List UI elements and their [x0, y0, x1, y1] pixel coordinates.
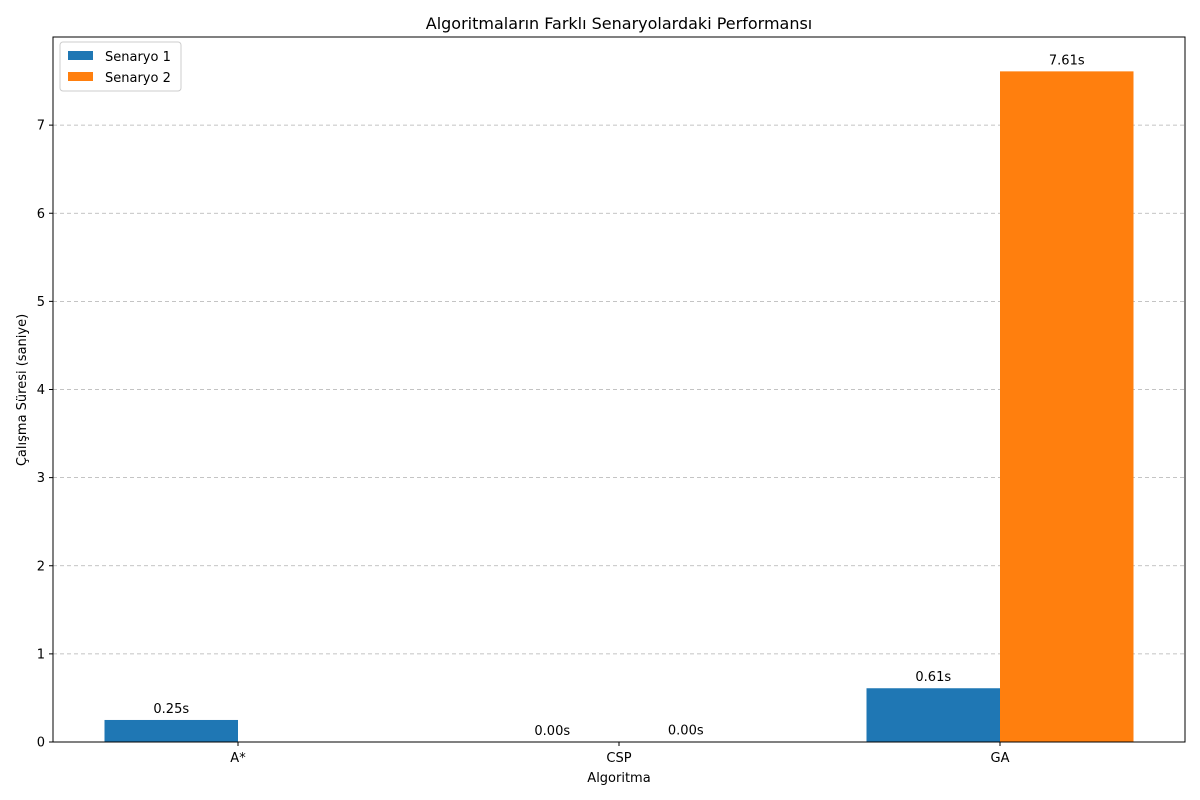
y-tick-label: 0	[37, 736, 45, 751]
legend-swatch-senaryo-2	[68, 72, 93, 81]
y-tick-label: 5	[37, 295, 45, 310]
y-tick-label: 3	[37, 471, 45, 486]
bar	[105, 720, 239, 742]
data-label: 0.25s	[153, 702, 189, 717]
y-tick-label: 1	[37, 647, 45, 662]
x-axis-label: Algoritma	[587, 771, 650, 786]
chart-title: Algoritmaların Farklı Senaryolardaki Per…	[426, 14, 813, 33]
x-tick-label: A*	[230, 751, 246, 766]
y-tick-label: 4	[37, 383, 45, 398]
data-label: 0.61s	[915, 670, 951, 685]
data-label: 7.61s	[1049, 53, 1085, 68]
x-axis: A* CSP GA	[230, 742, 1009, 766]
y-tick-label: 6	[37, 207, 45, 222]
bar	[1000, 71, 1134, 742]
y-axis-label: Çalışma Süresi (saniye)	[15, 314, 30, 466]
y-axis: 0 1 2 3 4 5 6 7	[37, 119, 53, 751]
bars	[105, 71, 1134, 742]
legend: Senaryo 1 Senaryo 2	[60, 42, 181, 91]
legend-label-senaryo-2: Senaryo 2	[105, 71, 171, 86]
data-label: 0.00s	[668, 724, 704, 739]
bar	[867, 688, 1001, 742]
data-label: 0.00s	[534, 724, 570, 739]
x-tick-label: GA	[991, 751, 1010, 766]
legend-swatch-senaryo-1	[68, 51, 93, 60]
y-tick-label: 7	[37, 119, 45, 134]
data-labels: 0.25s 0.00s 0.61s 0.00s 7.61s	[153, 53, 1084, 739]
y-tick-label: 2	[37, 559, 45, 574]
x-tick-label: CSP	[606, 751, 631, 766]
legend-label-senaryo-1: Senaryo 1	[105, 50, 171, 65]
